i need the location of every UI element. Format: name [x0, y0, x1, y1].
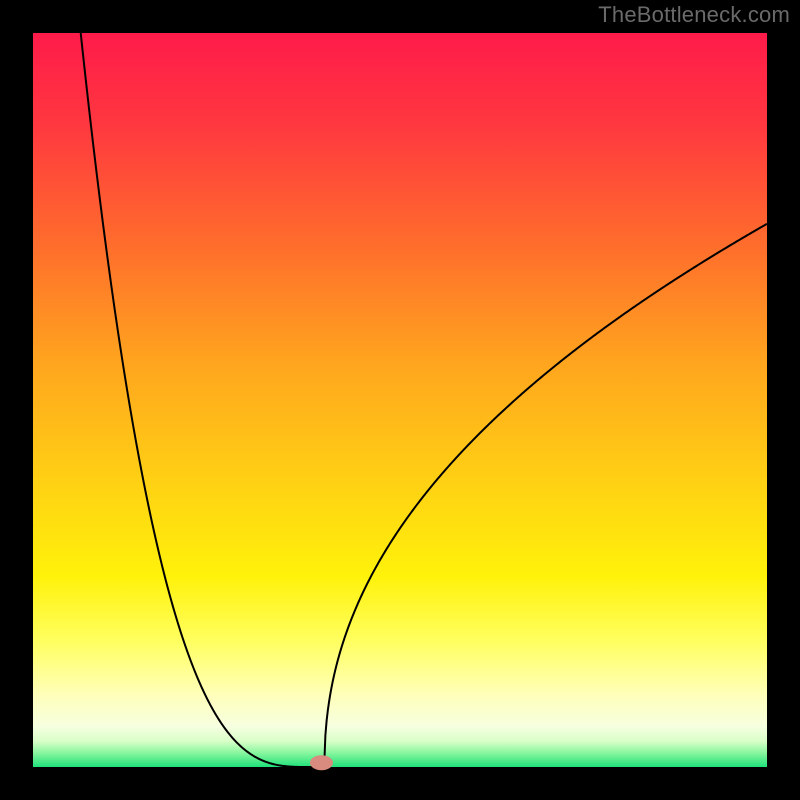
watermark-label: TheBottleneck.com [598, 2, 790, 28]
chart-plot-background [33, 33, 767, 767]
bottleneck-curve-chart [0, 0, 800, 800]
optimal-point-marker [310, 756, 332, 770]
